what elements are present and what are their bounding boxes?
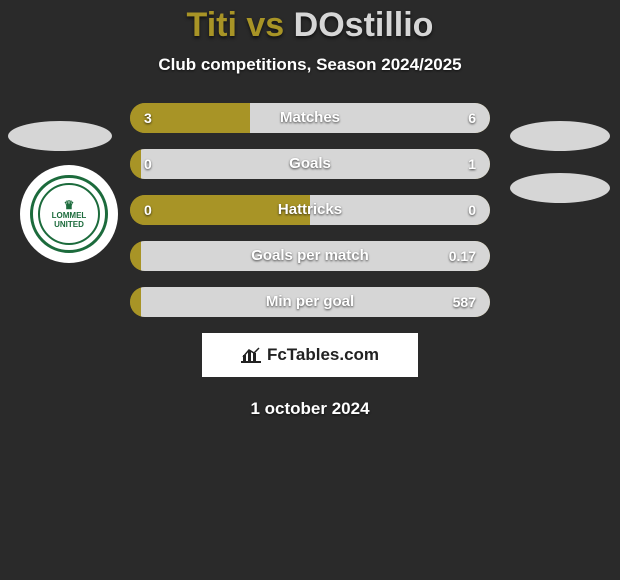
stat-bars: Matches36Goals01Hattricks00Goals per mat… bbox=[130, 103, 490, 317]
stat-row-goals-per-match: Goals per match0.17 bbox=[130, 241, 490, 271]
vs-text: vs bbox=[246, 6, 284, 44]
stat-value-right: 1 bbox=[468, 149, 476, 179]
brand-box: FcTables.com bbox=[202, 333, 418, 377]
stat-row-hattricks: Hattricks0 0 bbox=[130, 195, 490, 225]
stat-label: Goals per match bbox=[130, 241, 490, 271]
page-title: Titi vs DOstillio bbox=[0, 0, 620, 45]
stat-value-right: 0 bbox=[468, 195, 476, 225]
date-text: 1 october 2024 bbox=[0, 399, 620, 419]
club-badge-ring bbox=[38, 183, 100, 245]
stat-value-left: 0 bbox=[144, 195, 152, 225]
right-player-badge-1 bbox=[510, 121, 610, 151]
brand-text: FcTables.com bbox=[267, 345, 379, 365]
stat-label: Matches bbox=[130, 103, 490, 133]
comparison-stage: ♛ LOMMEL UNITED Matches36Goals01Hattrick… bbox=[0, 103, 620, 419]
stat-row-matches: Matches3 6 bbox=[130, 103, 490, 133]
stat-row-min-per-goal: Min per goal587 bbox=[130, 287, 490, 317]
stat-value-right: 587 bbox=[453, 287, 476, 317]
subtitle: Club competitions, Season 2024/2025 bbox=[0, 55, 620, 75]
club-badge-inner: ♛ LOMMEL UNITED bbox=[30, 175, 108, 253]
stat-value-left: 0 bbox=[144, 149, 152, 179]
player2-name: DOstillio bbox=[294, 6, 434, 44]
stat-label: Hattricks bbox=[130, 195, 490, 225]
stat-row-goals: Goals0 1 bbox=[130, 149, 490, 179]
stat-value-right: 0.17 bbox=[449, 241, 476, 271]
left-player-badge bbox=[8, 121, 112, 151]
stat-label: Goals bbox=[130, 149, 490, 179]
club-badge: ♛ LOMMEL UNITED bbox=[20, 165, 118, 263]
right-player-badge-2 bbox=[510, 173, 610, 203]
chart-icon bbox=[241, 347, 261, 363]
player1-name: Titi bbox=[187, 6, 237, 44]
stat-label: Min per goal bbox=[130, 287, 490, 317]
stat-value-right: 6 bbox=[468, 103, 476, 133]
stat-value-left: 3 bbox=[144, 103, 152, 133]
